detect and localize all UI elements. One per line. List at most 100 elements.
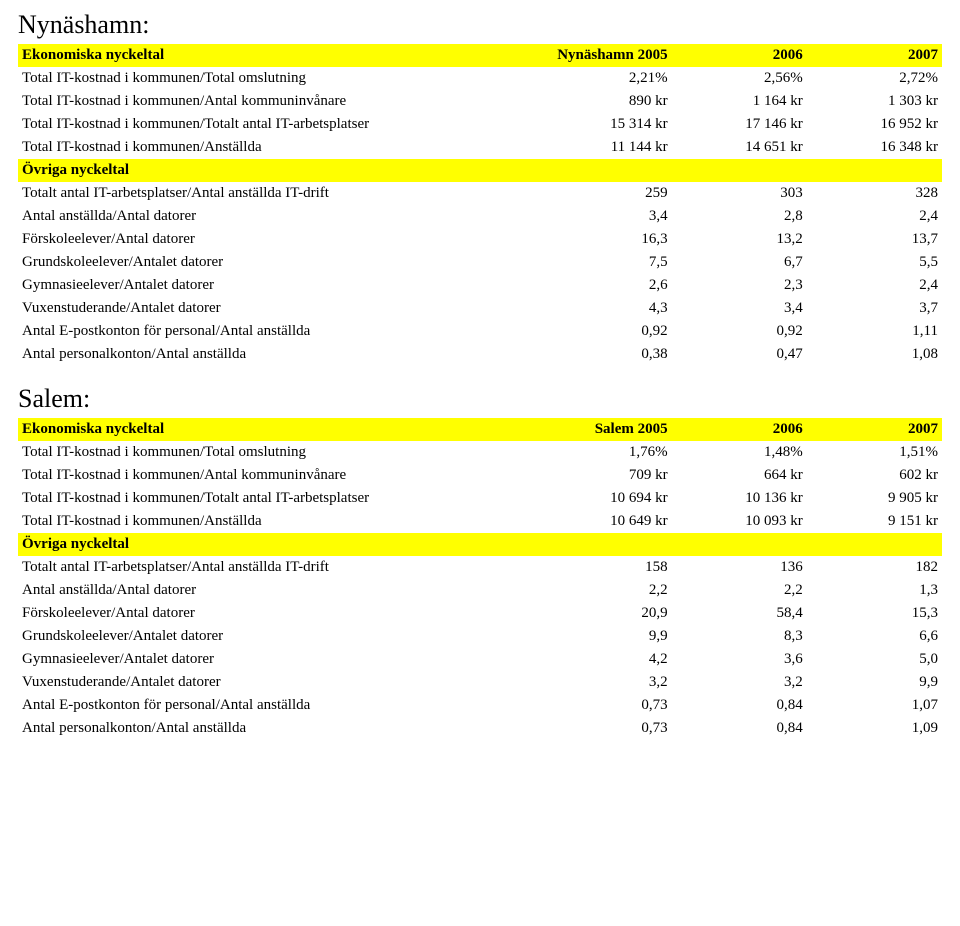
row-value-2: 3,2 — [672, 671, 807, 694]
subheader-empty — [807, 533, 942, 556]
row-value-3: 1,08 — [807, 343, 942, 366]
row-value-2: 2,3 — [672, 274, 807, 297]
row-value-1: 0,38 — [536, 343, 671, 366]
row-value-2: 664 kr — [672, 464, 807, 487]
table-row: Total IT-kostnad i kommunen/Antal kommun… — [18, 464, 942, 487]
row-value-3: 1,51% — [807, 441, 942, 464]
row-value-1: 2,21% — [536, 67, 671, 90]
subheader-empty — [536, 533, 671, 556]
row-label: Total IT-kostnad i kommunen/Total omslut… — [18, 67, 536, 90]
row-value-2: 303 — [672, 182, 807, 205]
row-value-1: 0,73 — [536, 694, 671, 717]
row-label: Totalt antal IT-arbetsplatser/Antal anst… — [18, 182, 536, 205]
row-value-3: 1,09 — [807, 717, 942, 740]
row-label: Förskoleelever/Antal datorer — [18, 602, 536, 625]
subheader-empty — [807, 159, 942, 182]
row-value-2: 10 093 kr — [672, 510, 807, 533]
row-value-2: 10 136 kr — [672, 487, 807, 510]
metrics-table: Ekonomiska nyckeltalSalem 200520062007To… — [18, 418, 942, 740]
table-row: Total IT-kostnad i kommunen/Total omslut… — [18, 441, 942, 464]
row-value-3: 9,9 — [807, 671, 942, 694]
row-value-1: 0,73 — [536, 717, 671, 740]
row-value-2: 1 164 kr — [672, 90, 807, 113]
table-header-row: Ekonomiska nyckeltalSalem 200520062007 — [18, 418, 942, 441]
row-value-3: 1,07 — [807, 694, 942, 717]
table-row: Total IT-kostnad i kommunen/Antal kommun… — [18, 90, 942, 113]
row-value-3: 1,3 — [807, 579, 942, 602]
row-value-3: 182 — [807, 556, 942, 579]
row-value-1: 10 694 kr — [536, 487, 671, 510]
row-label: Total IT-kostnad i kommunen/Totalt antal… — [18, 113, 536, 136]
row-value-3: 5,0 — [807, 648, 942, 671]
table-subheader-row: Övriga nyckeltal — [18, 159, 942, 182]
row-value-3: 3,7 — [807, 297, 942, 320]
row-value-2: 8,3 — [672, 625, 807, 648]
row-value-2: 3,4 — [672, 297, 807, 320]
subheader-empty — [672, 533, 807, 556]
table-row: Vuxenstuderande/Antalet datorer3,23,29,9 — [18, 671, 942, 694]
row-value-2: 13,2 — [672, 228, 807, 251]
header-col-1: Salem 2005 — [536, 418, 671, 441]
header-col-2: 2006 — [672, 418, 807, 441]
header-col-3: 2007 — [807, 418, 942, 441]
table-row: Antal anställda/Antal datorer2,22,21,3 — [18, 579, 942, 602]
metrics-table: Ekonomiska nyckeltalNynäshamn 2005200620… — [18, 44, 942, 366]
row-value-2: 17 146 kr — [672, 113, 807, 136]
row-value-2: 58,4 — [672, 602, 807, 625]
subheader-label: Övriga nyckeltal — [18, 159, 536, 182]
table-row: Vuxenstuderande/Antalet datorer4,33,43,7 — [18, 297, 942, 320]
table-row: Totalt antal IT-arbetsplatser/Antal anst… — [18, 556, 942, 579]
section-title: Salem: — [18, 384, 942, 414]
row-value-1: 3,2 — [536, 671, 671, 694]
row-value-2: 0,84 — [672, 694, 807, 717]
table-row: Grundskoleelever/Antalet datorer9,98,36,… — [18, 625, 942, 648]
header-col-2: 2006 — [672, 44, 807, 67]
subheader-empty — [536, 159, 671, 182]
table-row: Grundskoleelever/Antalet datorer7,56,75,… — [18, 251, 942, 274]
row-label: Total IT-kostnad i kommunen/Antal kommun… — [18, 90, 536, 113]
row-value-1: 15 314 kr — [536, 113, 671, 136]
row-label: Gymnasieelever/Antalet datorer — [18, 274, 536, 297]
row-value-2: 0,92 — [672, 320, 807, 343]
row-label: Total IT-kostnad i kommunen/Anställda — [18, 136, 536, 159]
table-row: Total IT-kostnad i kommunen/Total omslut… — [18, 67, 942, 90]
row-label: Grundskoleelever/Antalet datorer — [18, 251, 536, 274]
row-value-1: 10 649 kr — [536, 510, 671, 533]
row-value-1: 2,6 — [536, 274, 671, 297]
table-row: Förskoleelever/Antal datorer20,958,415,3 — [18, 602, 942, 625]
row-value-3: 16 348 kr — [807, 136, 942, 159]
row-value-1: 7,5 — [536, 251, 671, 274]
table-row: Antal E-postkonton för personal/Antal an… — [18, 694, 942, 717]
row-value-3: 602 kr — [807, 464, 942, 487]
table-header-row: Ekonomiska nyckeltalNynäshamn 2005200620… — [18, 44, 942, 67]
row-value-3: 9 151 kr — [807, 510, 942, 533]
table-row: Förskoleelever/Antal datorer16,313,213,7 — [18, 228, 942, 251]
row-value-1: 890 kr — [536, 90, 671, 113]
subheader-label: Övriga nyckeltal — [18, 533, 536, 556]
row-value-2: 2,8 — [672, 205, 807, 228]
row-label: Antal personalkonton/Antal anställda — [18, 717, 536, 740]
row-value-2: 2,56% — [672, 67, 807, 90]
table-subheader-row: Övriga nyckeltal — [18, 533, 942, 556]
row-value-2: 0,47 — [672, 343, 807, 366]
table-row: Antal anställda/Antal datorer3,42,82,4 — [18, 205, 942, 228]
subheader-empty — [672, 159, 807, 182]
row-value-3: 13,7 — [807, 228, 942, 251]
row-value-3: 6,6 — [807, 625, 942, 648]
row-value-3: 16 952 kr — [807, 113, 942, 136]
row-label: Antal anställda/Antal datorer — [18, 579, 536, 602]
table-row: Gymnasieelever/Antalet datorer2,62,32,4 — [18, 274, 942, 297]
table-row: Total IT-kostnad i kommunen/Totalt antal… — [18, 113, 942, 136]
header-col-1: Nynäshamn 2005 — [536, 44, 671, 67]
row-value-1: 3,4 — [536, 205, 671, 228]
row-value-1: 709 kr — [536, 464, 671, 487]
row-label: Grundskoleelever/Antalet datorer — [18, 625, 536, 648]
table-row: Totalt antal IT-arbetsplatser/Antal anst… — [18, 182, 942, 205]
row-value-2: 1,48% — [672, 441, 807, 464]
row-value-1: 158 — [536, 556, 671, 579]
table-row: Antal E-postkonton för personal/Antal an… — [18, 320, 942, 343]
section-title: Nynäshamn: — [18, 10, 942, 40]
row-label: Total IT-kostnad i kommunen/Totalt antal… — [18, 487, 536, 510]
header-label: Ekonomiska nyckeltal — [18, 418, 536, 441]
row-label: Vuxenstuderande/Antalet datorer — [18, 671, 536, 694]
